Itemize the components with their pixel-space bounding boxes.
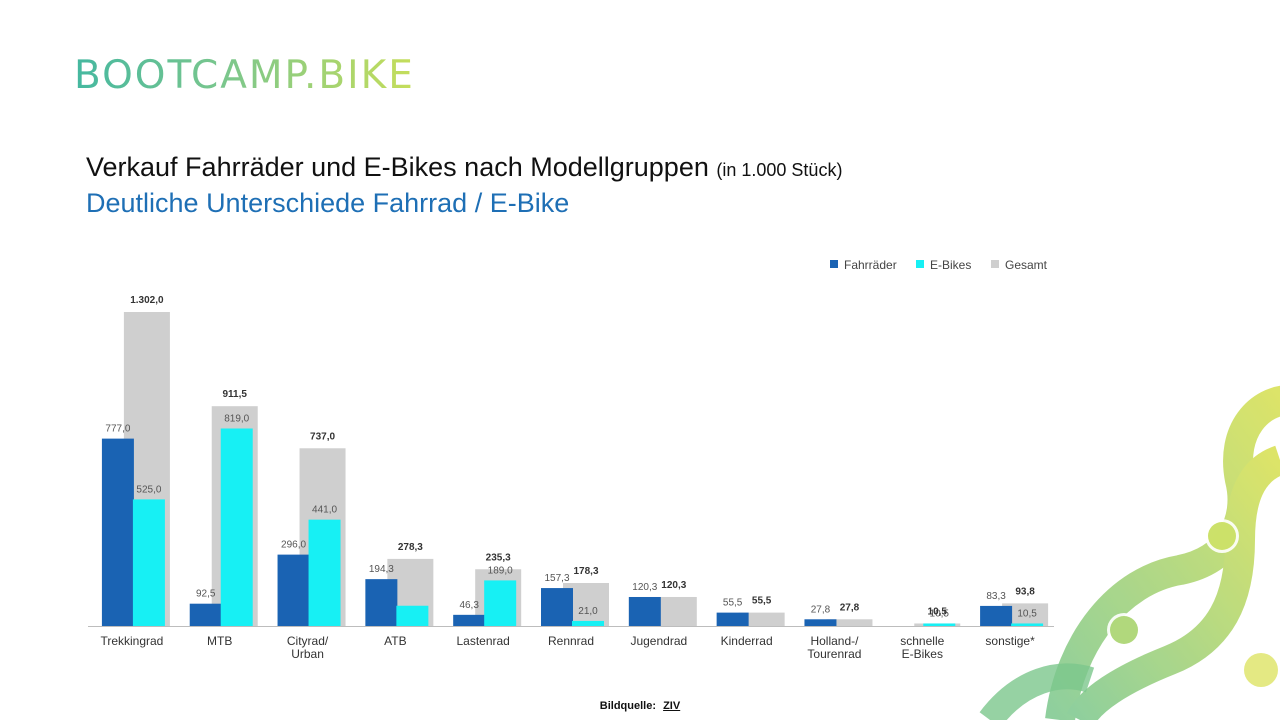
- legend-gesamt-swatch: [991, 260, 999, 268]
- bar-ebikes: [308, 519, 341, 626]
- bar-gesamt: [1002, 603, 1049, 626]
- credit-label: Bildquelle:: [599, 700, 657, 712]
- data-label-gesamt: 178,3: [573, 566, 598, 577]
- data-label-gesamt: 55,5: [752, 596, 772, 607]
- data-label-fahrraeder: 296,0: [281, 540, 306, 551]
- data-label-fahrraeder: 83,3: [986, 591, 1006, 602]
- data-label-gesamt: 10,5: [928, 606, 948, 617]
- data-label-ebikes: 21,0: [578, 606, 598, 617]
- brand-logo: BOOTCAMP.BIKE: [74, 52, 415, 100]
- data-label-fahrraeder: 194,3: [369, 564, 394, 575]
- data-label-fahrraeder: 55,5: [723, 598, 743, 609]
- category-label: Holland-/: [810, 634, 859, 648]
- legend-ebikes-swatch: [916, 260, 924, 268]
- category-label: Kinderrad: [721, 634, 773, 648]
- credit-source-link[interactable]: ZIV: [663, 700, 681, 712]
- bar-ebikes: [220, 428, 253, 626]
- bar-gesamt: [826, 619, 873, 626]
- category-label: sonstige*: [985, 634, 1035, 648]
- category-label: Urban: [291, 647, 324, 661]
- bar-fahrraeder: [365, 579, 398, 626]
- category-label: schnelle: [900, 634, 944, 648]
- data-label-gesamt: 1.302,0: [130, 295, 164, 306]
- data-label-ebikes: 10,5: [1017, 608, 1037, 619]
- bar-fahrraeder: [980, 605, 1013, 626]
- data-label-fahrraeder: 777,0: [105, 424, 130, 435]
- category-label: Lastenrad: [456, 634, 509, 648]
- bar-fahrraeder: [453, 614, 486, 626]
- image-credit: Bildquelle: ZIV: [0, 700, 1280, 712]
- page-title: Verkauf Fahrräder und E-Bikes nach Model…: [86, 152, 842, 183]
- data-label-gesamt: 737,0: [310, 431, 335, 442]
- data-label-ebikes: 819,0: [224, 413, 249, 424]
- category-label: MTB: [207, 634, 232, 648]
- bar-ebikes: [923, 623, 956, 626]
- category-label: Trekkingrad: [100, 634, 163, 648]
- category-label: Rennrad: [548, 634, 594, 648]
- bar-ebikes: [1011, 623, 1044, 626]
- title-text: Verkauf Fahrräder und E-Bikes nach Model…: [86, 152, 709, 182]
- category-label: Tourenrad: [807, 647, 861, 661]
- data-label-gesamt: 93,8: [1015, 586, 1035, 597]
- legend-fahrraeder-swatch: [830, 260, 838, 268]
- bar-fahrraeder: [101, 438, 134, 626]
- legend-fahrraeder-label: Fahrräder: [844, 258, 897, 272]
- legend-gesamt-label: Gesamt: [1005, 258, 1048, 272]
- bar-fahrraeder: [541, 588, 573, 626]
- category-label: Cityrad/: [287, 634, 329, 648]
- data-label-gesamt: 27,8: [840, 602, 860, 613]
- data-label-ebikes: 441,0: [312, 505, 337, 516]
- bar-ebikes: [572, 620, 604, 626]
- page-subtitle: Deutliche Unterschiede Fahrrad / E-Bike: [86, 188, 570, 218]
- data-label-ebikes: 525,0: [136, 484, 161, 495]
- data-label-ebikes: 189,0: [488, 565, 513, 576]
- data-label-gesamt: 120,3: [661, 580, 686, 591]
- data-label-fahrraeder: 27,8: [811, 604, 831, 615]
- data-label-fahrraeder: 120,3: [632, 582, 657, 593]
- bar-fahrraeder: [716, 612, 749, 626]
- data-label-gesamt: 235,3: [486, 552, 511, 563]
- category-label: E-Bikes: [902, 647, 943, 661]
- data-label-fahrraeder: 157,3: [544, 573, 569, 584]
- category-label: ATB: [384, 634, 406, 648]
- data-label-gesamt: 911,5: [222, 389, 247, 400]
- category-label: Jugendrad: [630, 634, 687, 648]
- data-label-fahrraeder: 46,3: [459, 600, 479, 611]
- bar-gesamt: [738, 612, 785, 626]
- data-label-fahrraeder: 92,5: [196, 589, 216, 600]
- bar-fahrraeder: [628, 596, 661, 626]
- bar-ebikes: [484, 580, 517, 626]
- brand-logo-text: BOOTCAMP.BIKE: [74, 53, 415, 98]
- title-unit: (in 1.000 Stück): [716, 160, 843, 180]
- data-label-ebikes: 10,5: [930, 608, 950, 619]
- bar-fahrraeder: [189, 603, 222, 626]
- bar-fahrraeder: [277, 554, 310, 626]
- bar-ebikes: [132, 499, 165, 626]
- data-label-gesamt: 278,3: [398, 542, 423, 553]
- legend-ebikes-label: E-Bikes: [930, 258, 971, 272]
- bar-fahrraeder: [804, 619, 837, 626]
- bar-ebikes: [396, 605, 429, 626]
